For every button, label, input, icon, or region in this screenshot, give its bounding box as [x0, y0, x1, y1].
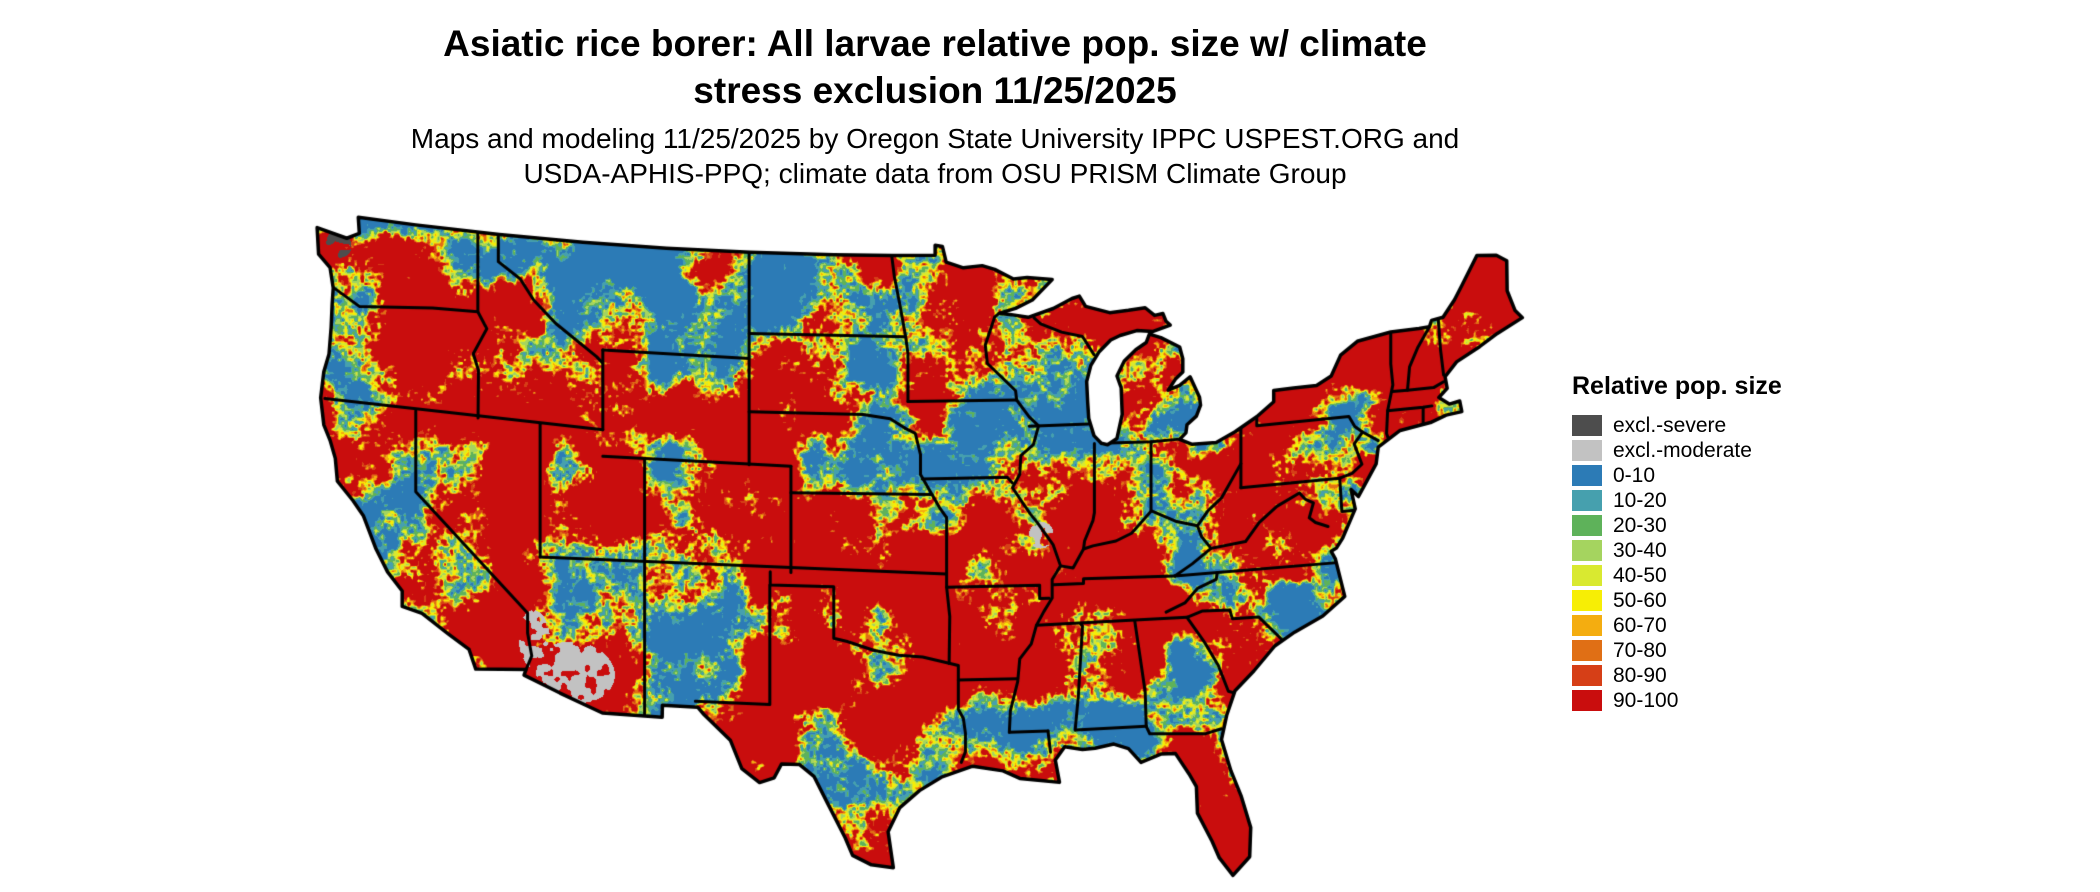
legend-item: 20-30: [1572, 513, 1782, 538]
legend-item-label: 90-100: [1613, 688, 1679, 712]
legend-item-label: 50-60: [1613, 588, 1667, 612]
legend-swatch: [1572, 665, 1602, 686]
legend-item-label: 0-10: [1613, 463, 1656, 487]
legend-swatch: [1572, 615, 1602, 636]
legend-items: excl.-severe excl.-moderate 0-10 10-20 20-30…: [1572, 413, 1782, 713]
legend-swatch: [1572, 490, 1602, 511]
legend: Relative pop. size excl.-severe excl.-mod…: [1572, 372, 1782, 713]
legend-item-label: 80-90: [1613, 663, 1667, 687]
legend-item-label: 10-20: [1613, 488, 1667, 512]
legend-item: 40-50: [1572, 563, 1782, 588]
map-subtitle-line1: Maps and modeling 11/25/2025 by Oregon S…: [410, 123, 1460, 154]
map-subtitle-line2: USDA-APHIS-PPQ; climate data from OSU PR…: [523, 157, 1347, 189]
legend-item: 60-70: [1572, 613, 1782, 638]
legend-item-label: excl.-moderate: [1613, 438, 1752, 462]
legend-swatch: [1572, 465, 1602, 486]
legend-item: 70-80: [1572, 638, 1782, 663]
legend-swatch: [1572, 415, 1602, 436]
legend-item-label: excl.-severe: [1613, 413, 1727, 437]
legend-item-label: 40-50: [1613, 563, 1667, 587]
map-title-line1: Asiatic rice borer: All larvae relative …: [443, 23, 1427, 64]
legend-item: 0-10: [1572, 463, 1782, 488]
legend-title: Relative pop. size: [1572, 372, 1782, 400]
legend-swatch: [1572, 440, 1602, 461]
legend-item: 30-40: [1572, 538, 1782, 563]
legend-item-label: 20-30: [1613, 513, 1667, 537]
legend-item-label: 60-70: [1613, 613, 1667, 637]
legend-swatch: [1572, 690, 1602, 711]
legend-item: excl.-moderate: [1572, 438, 1782, 463]
legend-item: 90-100: [1572, 688, 1782, 713]
legend-item: 80-90: [1572, 663, 1782, 688]
legend-swatch: [1572, 540, 1602, 561]
map-subtitle: Maps and modeling 11/25/2025 by Oregon S…: [85, 122, 1785, 191]
legend-swatch: [1572, 515, 1602, 536]
legend-item: excl.-severe: [1572, 413, 1782, 438]
legend-item: 50-60: [1572, 588, 1782, 613]
legend-item-label: 30-40: [1613, 538, 1667, 562]
us-population-map: [305, 205, 1530, 885]
legend-swatch: [1572, 640, 1602, 661]
legend-item-label: 70-80: [1613, 638, 1667, 662]
map-title-line2: stress exclusion 11/25/2025: [693, 70, 1177, 112]
legend-item: 10-20: [1572, 488, 1782, 513]
map-title: Asiatic rice borer: All larvae relative …: [85, 20, 1785, 115]
legend-swatch: [1572, 590, 1602, 611]
legend-swatch: [1572, 565, 1602, 586]
